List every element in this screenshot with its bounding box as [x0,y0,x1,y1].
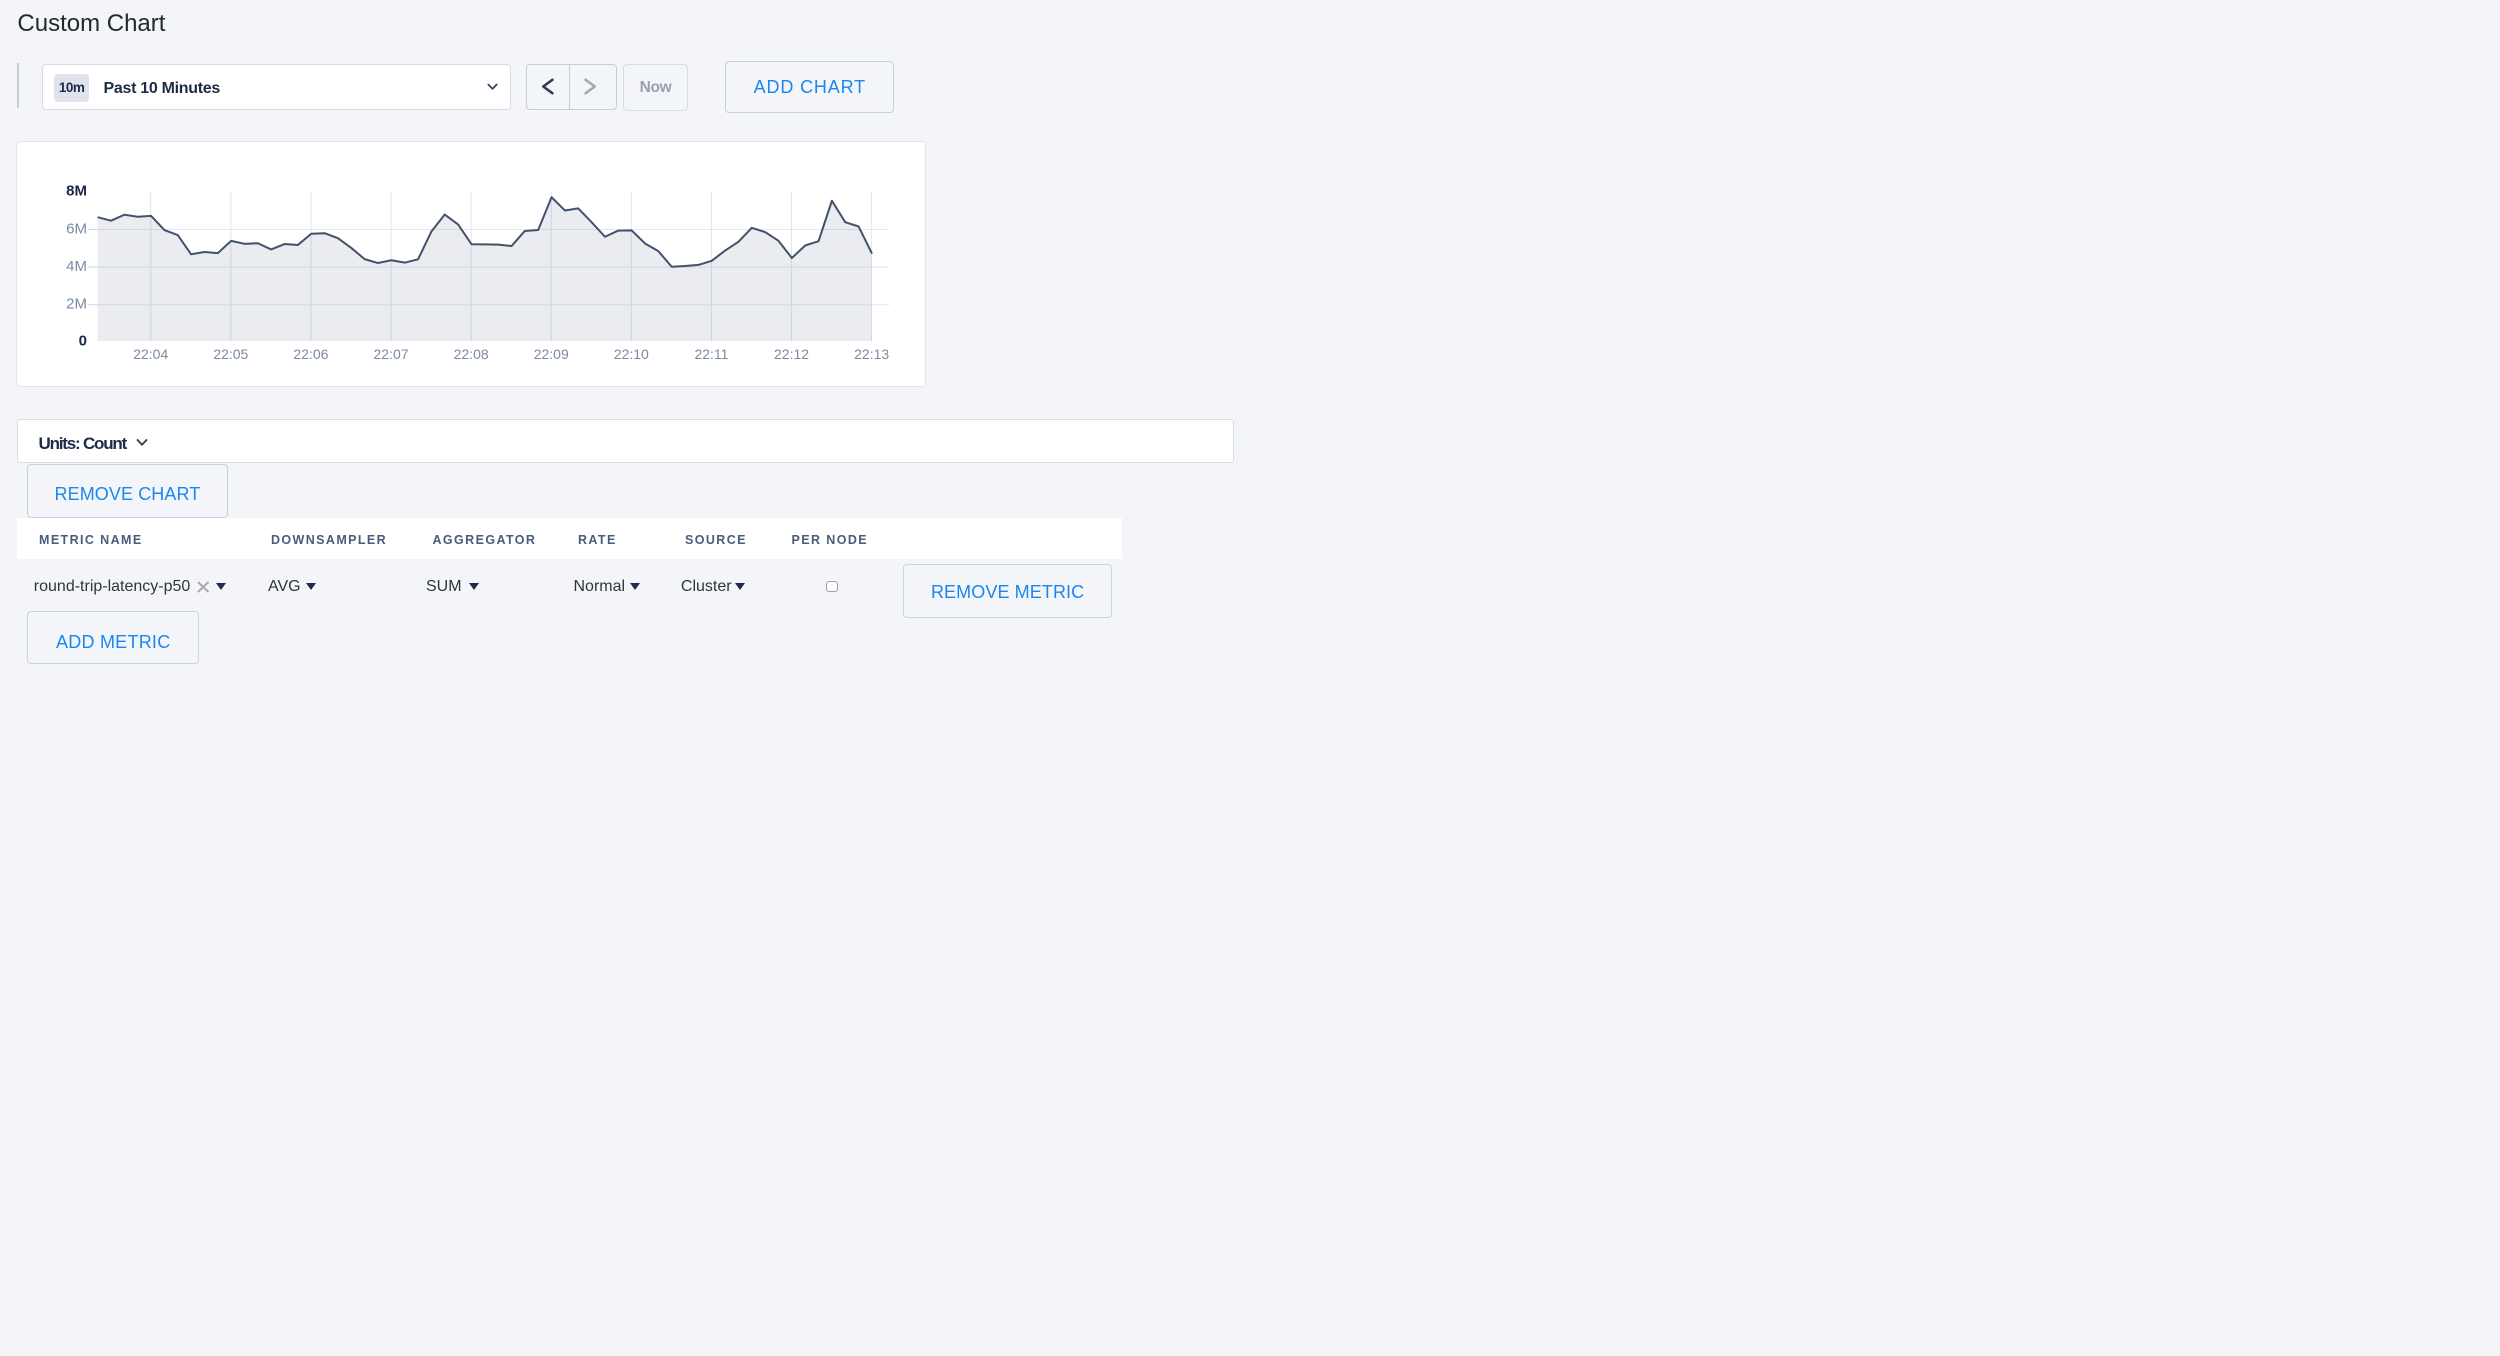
svg-text:22:08: 22:08 [454,345,489,361]
svg-text:4M: 4M [66,257,87,274]
svg-text:22:11: 22:11 [694,345,728,361]
svg-text:22:07: 22:07 [374,345,409,361]
svg-text:22:05: 22:05 [213,345,248,361]
svg-text:22:04: 22:04 [133,345,168,361]
svg-text:22:06: 22:06 [293,345,328,361]
svg-text:2M: 2M [66,295,87,312]
svg-text:22:10: 22:10 [614,345,649,361]
svg-text:8M: 8M [66,182,87,199]
svg-text:22:13: 22:13 [854,345,889,361]
svg-text:0: 0 [79,332,87,349]
svg-text:6M: 6M [66,220,87,237]
svg-text:22:09: 22:09 [534,345,569,361]
svg-text:22:12: 22:12 [774,345,809,361]
